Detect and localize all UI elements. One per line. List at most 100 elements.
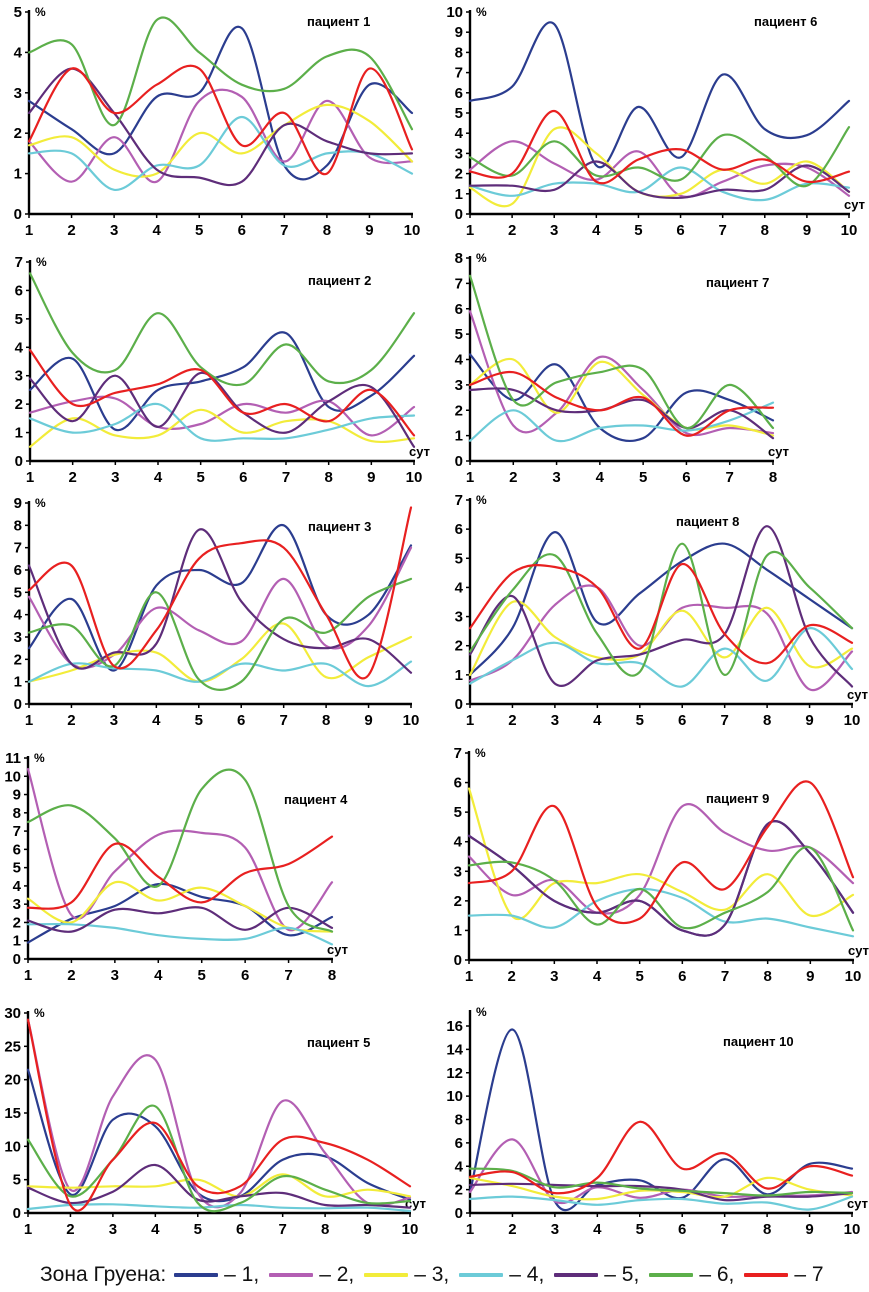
y-tick-label: 20 [4, 1072, 21, 1089]
x-tick-label: 8 [763, 712, 771, 729]
x-tick-label: 3 [550, 222, 558, 239]
x-axis-label: сут [847, 687, 868, 702]
series-line-zone-5 [26, 1163, 412, 1209]
series-line-zone-2 [27, 88, 414, 184]
panel-title: пациент 5 [307, 1035, 370, 1050]
y-tick-label: 4 [15, 339, 24, 356]
legend-label-zone-4: – 4, [509, 1263, 545, 1286]
y-tick-label: 4 [14, 44, 23, 61]
x-tick-label: 9 [363, 1221, 371, 1238]
y-tick-label: 2 [455, 638, 463, 655]
series-line-zone-1 [468, 1028, 854, 1211]
y-tick-label: 3 [454, 863, 462, 880]
y-axis-label: % [34, 751, 45, 765]
series-line-zone-6 [28, 272, 416, 387]
y-tick-label: 10 [446, 1088, 463, 1105]
y-tick-label: 2 [454, 893, 462, 910]
y-tick-label: 2 [14, 125, 22, 142]
x-tick-label: 10 [841, 222, 858, 239]
y-tick-label: 8 [455, 44, 463, 61]
series-line-zone-3 [468, 600, 854, 676]
x-tick-label: 2 [509, 469, 517, 486]
x-tick-label: 2 [67, 712, 75, 729]
y-tick-label: 6 [455, 301, 463, 318]
series-line-zone-1 [27, 524, 413, 672]
x-tick-label: 8 [763, 1221, 771, 1238]
series-line-zone-2 [26, 767, 334, 932]
series-line-zone-7 [28, 349, 416, 437]
series-line-zone-7 [468, 109, 851, 185]
series-line-zone-2 [27, 546, 413, 669]
y-tick-label: 14 [446, 1041, 463, 1058]
x-tick-label: 3 [550, 968, 558, 985]
y-tick-label: 5 [13, 1172, 21, 1189]
y-tick-label: 1 [455, 186, 463, 203]
x-tick-label: 7 [720, 1221, 728, 1238]
x-tick-label: 2 [68, 469, 76, 486]
series-line-zone-3 [28, 408, 416, 448]
series-line-zone-4 [26, 922, 334, 946]
series-line-zone-7 [468, 370, 775, 437]
legend-swatch-zone-5 [554, 1273, 599, 1277]
y-tick-label: 5 [455, 105, 463, 122]
legend-item-zone-5: – 5, [554, 1263, 639, 1287]
x-tick-label: 3 [111, 967, 119, 984]
x-tick-label: 8 [323, 222, 331, 239]
x-tick-label: 4 [593, 968, 602, 985]
y-tick-label: 4 [455, 1158, 464, 1175]
x-tick-label: 5 [636, 712, 644, 729]
y-tick-label: 0 [454, 952, 462, 969]
x-tick-label: 6 [678, 1221, 686, 1238]
legend-label-zone-2: – 2, [319, 1263, 355, 1286]
x-tick-label: 6 [678, 712, 686, 729]
y-tick-label: 1 [14, 166, 22, 183]
series-line-zone-5 [468, 387, 775, 440]
panel-title: пациент 1 [307, 14, 370, 29]
panel-title: пациент 6 [754, 14, 817, 29]
y-tick-label: 4 [455, 352, 464, 369]
x-tick-label: 2 [508, 712, 516, 729]
series-line-zone-5 [467, 820, 855, 937]
x-tick-label: 1 [466, 712, 474, 729]
y-tick-label: 2 [455, 1182, 463, 1199]
x-tick-label: 1 [466, 1221, 474, 1238]
panel-title: пациент 10 [723, 1034, 794, 1049]
series-line-zone-6 [468, 274, 775, 430]
x-tick-label: 1 [466, 469, 474, 486]
y-tick-label: 5 [15, 311, 23, 328]
series-line-zone-7 [467, 780, 855, 925]
series-line-zone-4 [27, 115, 414, 191]
y-tick-label: 6 [14, 562, 22, 579]
y-tick-label: 7 [454, 745, 462, 762]
series-line-zone-6 [468, 126, 851, 188]
series-line-zone-5 [468, 525, 854, 688]
series-line-zone-2 [26, 1018, 412, 1209]
y-axis-label: % [476, 5, 487, 19]
x-tick-label: 6 [676, 222, 684, 239]
series-line-zone-3 [468, 126, 851, 208]
series-line-zone-7 [468, 1120, 854, 1195]
y-tick-label: 11 [5, 750, 21, 767]
series-line-zone-1 [468, 21, 851, 169]
x-tick-label: 2 [66, 1221, 74, 1238]
x-tick-label: 9 [805, 712, 813, 729]
x-tick-label: 3 [110, 712, 118, 729]
y-tick-label: 0 [455, 206, 463, 223]
y-tick-label: 1 [15, 425, 23, 442]
y-tick-label: 8 [455, 1112, 463, 1129]
x-tick-label: 1 [466, 222, 474, 239]
series-line-zone-6 [27, 16, 414, 131]
x-tick-label: 6 [682, 469, 690, 486]
y-tick-label: 1 [14, 674, 22, 691]
y-tick-label: 25 [4, 1038, 21, 1055]
x-tick-label: 6 [239, 469, 247, 486]
legend-label-zone-5: – 5, [604, 1263, 640, 1286]
y-tick-label: 7 [455, 65, 463, 82]
x-tick-label: 10 [844, 1221, 861, 1238]
y-tick-label: 7 [15, 254, 23, 271]
y-axis-label: % [476, 1005, 487, 1019]
x-tick-label: 3 [552, 469, 560, 486]
